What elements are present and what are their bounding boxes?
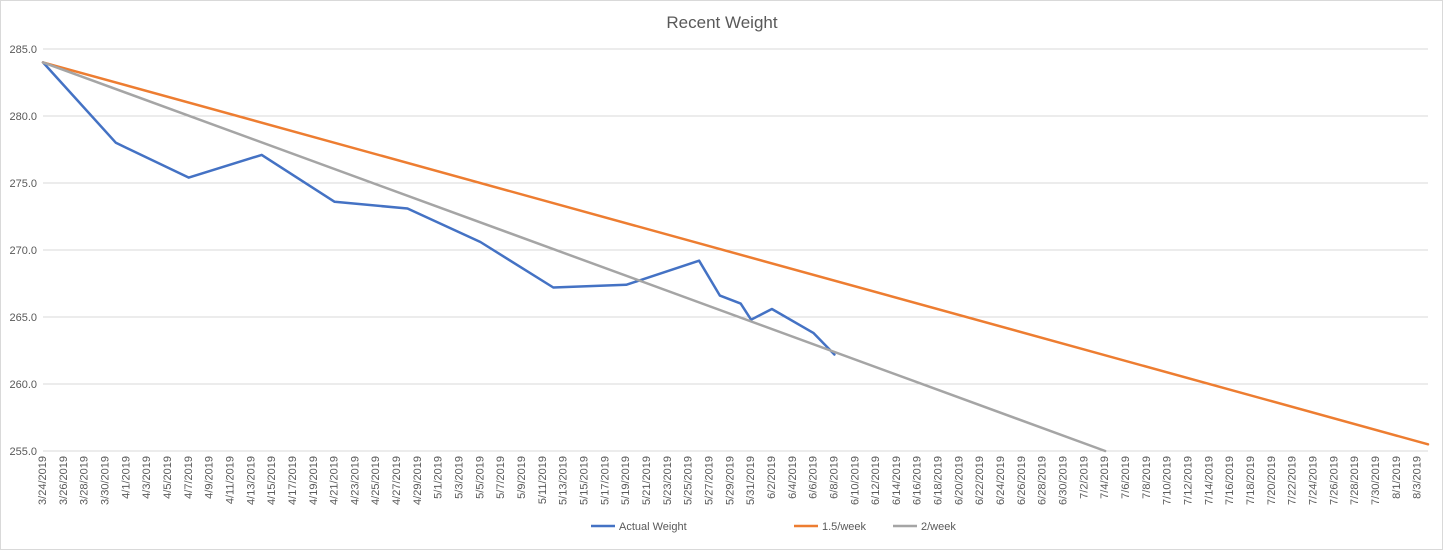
x-tick-label: 5/7/2019 xyxy=(495,456,507,499)
series-lines xyxy=(41,61,1430,453)
x-tick-label: 3/26/2019 xyxy=(58,456,70,505)
y-tick-label: 270.0 xyxy=(9,245,37,257)
x-tick-label: 4/11/2019 xyxy=(224,456,236,504)
legend-label: 2/week xyxy=(921,521,956,533)
x-tick-label: 3/30/2019 xyxy=(99,456,111,505)
x-tick-label: 7/12/2019 xyxy=(1182,456,1194,505)
x-tick-label: 5/21/2019 xyxy=(641,456,653,505)
x-tick-label: 4/27/2019 xyxy=(391,456,403,505)
x-tick-label: 6/4/2019 xyxy=(787,456,799,499)
x-tick-label: 5/5/2019 xyxy=(474,456,486,499)
x-tick-label: 3/24/2019 xyxy=(37,456,49,505)
y-tick-label: 285.0 xyxy=(9,44,37,56)
x-tick-label: 6/10/2019 xyxy=(849,456,861,505)
x-tick-label: 8/1/2019 xyxy=(1391,456,1403,499)
x-tick-label: 4/15/2019 xyxy=(266,456,278,505)
x-tick-label: 7/2/2019 xyxy=(1078,456,1090,499)
x-tick-label: 5/13/2019 xyxy=(558,456,570,505)
x-tick-label: 7/10/2019 xyxy=(1162,456,1174,505)
x-axis-ticks: 3/24/2019 3/26/2019 3/28/2019 3/30/2019 4/1/… xyxy=(37,456,1424,505)
x-tick-label: 7/28/2019 xyxy=(1349,456,1361,505)
x-tick-label: 7/24/2019 xyxy=(1307,456,1319,505)
x-tick-label: 5/29/2019 xyxy=(724,456,736,505)
x-tick-label: 6/26/2019 xyxy=(1016,456,1028,505)
x-tick-label: 6/2/2019 xyxy=(766,456,778,499)
x-tick-label: 6/18/2019 xyxy=(933,456,945,505)
x-tick-label: 6/22/2019 xyxy=(974,456,986,505)
y-tick-label: 275.0 xyxy=(9,178,37,190)
x-tick-label: 7/8/2019 xyxy=(1141,456,1153,499)
x-tick-label: 5/11/2019 xyxy=(537,456,549,504)
x-tick-label: 5/23/2019 xyxy=(662,456,674,505)
y-tick-label: 255.0 xyxy=(9,446,37,458)
x-tick-label: 5/19/2019 xyxy=(620,456,632,505)
series-line-2 xyxy=(41,61,1430,446)
y-tick-label: 265.0 xyxy=(9,312,37,324)
x-tick-label: 4/29/2019 xyxy=(412,456,424,505)
x-tick-label: 4/9/2019 xyxy=(204,456,216,499)
x-tick-label: 7/30/2019 xyxy=(1370,456,1382,505)
x-tick-label: 4/1/2019 xyxy=(120,456,132,499)
x-tick-label: 5/3/2019 xyxy=(454,456,466,499)
x-tick-label: 4/21/2019 xyxy=(329,456,341,505)
x-tick-label: 4/13/2019 xyxy=(245,456,257,505)
x-tick-label: 5/27/2019 xyxy=(703,456,715,505)
x-tick-label: 7/18/2019 xyxy=(1245,456,1257,505)
x-tick-label: 7/22/2019 xyxy=(1287,456,1299,505)
x-tick-label: 5/25/2019 xyxy=(683,456,695,505)
x-tick-label: 5/17/2019 xyxy=(599,456,611,505)
y-tick-label: 280.0 xyxy=(9,111,37,123)
x-tick-label: 7/26/2019 xyxy=(1328,456,1340,505)
y-axis-ticks: 255.0 260.0 265.0 270.0 275.0 280.0 285.0 xyxy=(9,44,37,458)
x-tick-label: 4/7/2019 xyxy=(183,456,195,499)
x-tick-label: 5/1/2019 xyxy=(433,456,445,499)
x-tick-label: 5/15/2019 xyxy=(579,456,591,505)
x-tick-label: 7/16/2019 xyxy=(1224,456,1236,505)
x-tick-label: 6/20/2019 xyxy=(953,456,965,505)
x-tick-label: 4/19/2019 xyxy=(308,456,320,505)
legend-label: Actual Weight xyxy=(619,521,687,533)
x-tick-label: 6/6/2019 xyxy=(808,456,820,499)
x-tick-label: 4/25/2019 xyxy=(370,456,382,505)
chart-title: Recent Weight xyxy=(666,13,777,32)
x-tick-label: 6/12/2019 xyxy=(870,456,882,505)
x-tick-label: 6/16/2019 xyxy=(912,456,924,505)
x-tick-label: 3/28/2019 xyxy=(79,456,91,505)
x-tick-label: 6/24/2019 xyxy=(995,456,1007,505)
legend-label: 1.5/week xyxy=(822,521,867,533)
series-line-1 xyxy=(41,61,836,356)
x-tick-label: 4/23/2019 xyxy=(349,456,361,505)
x-tick-label: 7/4/2019 xyxy=(1099,456,1111,499)
x-tick-label: 4/3/2019 xyxy=(141,456,153,499)
x-tick-label: 7/6/2019 xyxy=(1120,456,1132,499)
x-tick-label: 6/14/2019 xyxy=(891,456,903,505)
gridlines xyxy=(43,48,1428,385)
x-tick-label: 6/28/2019 xyxy=(1037,456,1049,505)
x-tick-label: 8/3/2019 xyxy=(1412,456,1424,499)
x-tick-label: 6/30/2019 xyxy=(1058,456,1070,505)
x-tick-label: 5/31/2019 xyxy=(745,456,757,505)
series-line-3 xyxy=(41,61,1107,453)
y-tick-label: 260.0 xyxy=(9,379,37,391)
x-tick-label: 6/8/2019 xyxy=(828,456,840,499)
x-tick-label: 4/5/2019 xyxy=(162,456,174,499)
legend: Actual Weight 1.5/week 2/week xyxy=(591,521,956,533)
x-tick-label: 7/14/2019 xyxy=(1203,456,1215,505)
x-tick-label: 5/9/2019 xyxy=(516,456,528,499)
x-tick-label: 4/17/2019 xyxy=(287,456,299,505)
x-tick-label: 7/20/2019 xyxy=(1266,456,1278,505)
